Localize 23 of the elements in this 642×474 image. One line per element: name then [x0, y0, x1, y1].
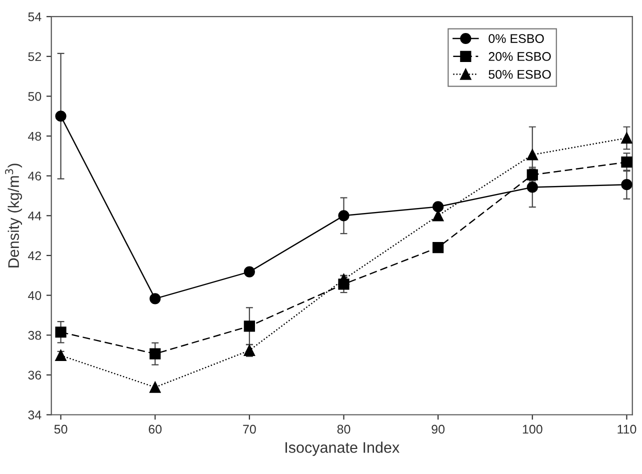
x-tick-label: 80 [337, 424, 350, 434]
y-tick-label: 54 [28, 12, 42, 22]
y-tick-label: 42 [28, 251, 42, 260]
x-tick-label: 50 [54, 424, 68, 434]
y-tick-label: 52 [28, 52, 42, 62]
x-tick-label: 110 [618, 424, 636, 434]
y-tick-label: 34 [28, 410, 42, 420]
y-tick-label: 38 [28, 330, 42, 340]
legend-label: 50% ESBO [488, 70, 551, 79]
y-tick-label: 40 [28, 291, 42, 300]
y-tick-label: 50 [28, 92, 42, 101]
y-tick-label: 48 [28, 132, 42, 141]
x-tick-label: 100 [522, 424, 542, 434]
y-axis-title: Density (kg/m$^{3}$) [5, 164, 22, 268]
x-tick-label: 70 [243, 424, 256, 434]
y-tick-label: 36 [28, 370, 42, 380]
legend-label: 0% ESBO [488, 34, 544, 43]
y-tick-label: 44 [28, 212, 42, 220]
x-tick-label: 60 [148, 424, 162, 434]
legend-label: 20% ESBO [488, 52, 551, 61]
y-tick-label: 46 [28, 172, 42, 181]
x-axis-title: Isocyanate Index [286, 442, 400, 456]
x-tick-label: 90 [432, 424, 445, 434]
